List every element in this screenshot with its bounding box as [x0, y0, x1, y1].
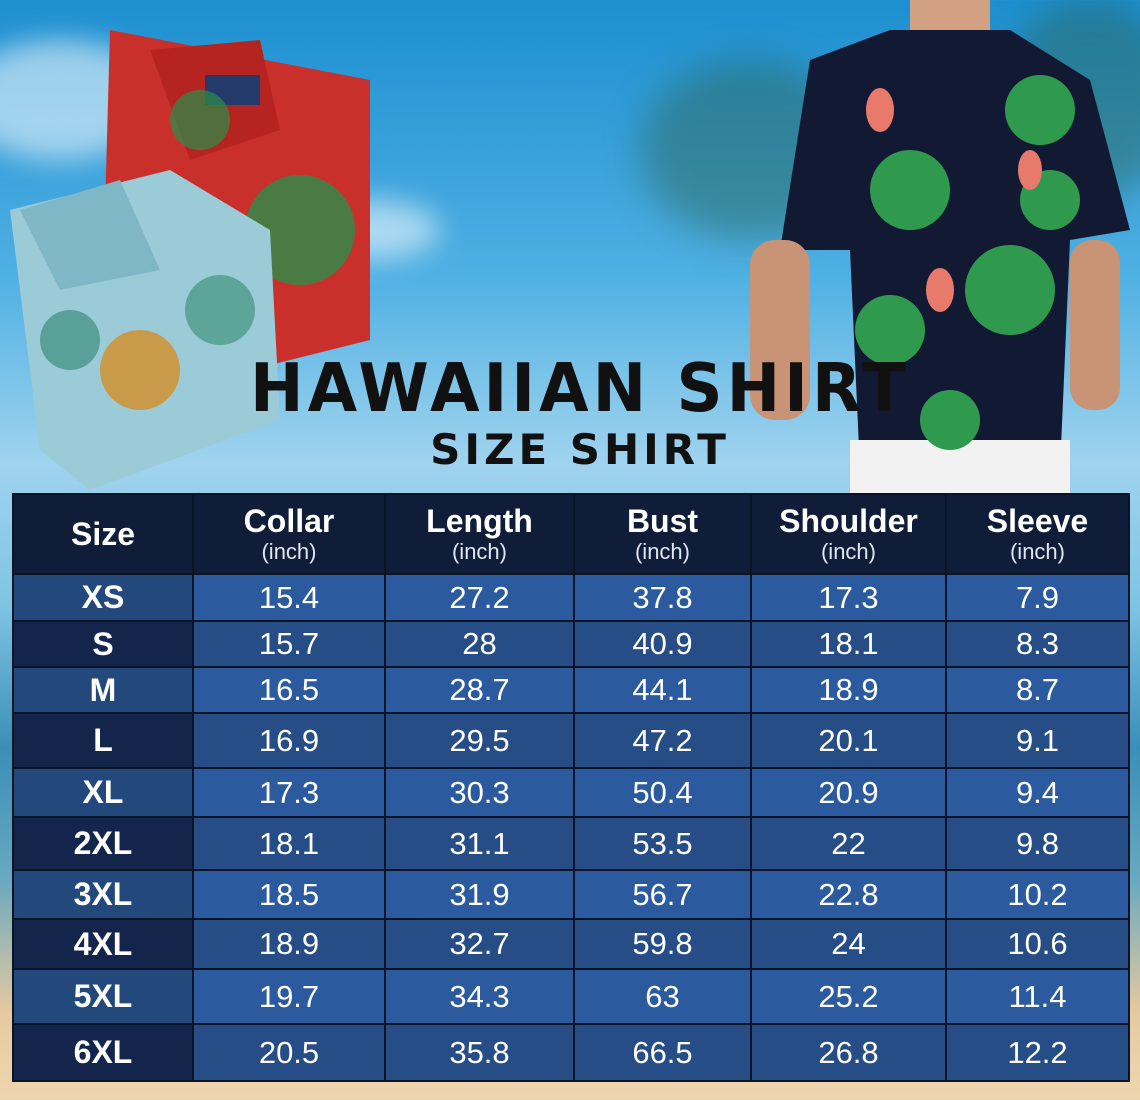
measurement-cell: 30.3 — [384, 767, 575, 818]
measurement-cell: 28.7 — [384, 666, 575, 714]
measurement-cell: 19.7 — [192, 968, 386, 1025]
column-header-shoulder: Shoulder (inch) — [750, 493, 947, 575]
measurement-cell: 16.5 — [192, 666, 386, 714]
measurement-cell: 15.4 — [192, 573, 386, 622]
column-header-bust: Bust (inch) — [573, 493, 752, 575]
measurement-cell: 56.7 — [573, 869, 752, 920]
measurement-cell: 63 — [573, 968, 752, 1025]
measurement-cell: 16.9 — [192, 712, 386, 769]
size-label: 4XL — [12, 918, 194, 970]
table-row: L 16.9 29.5 47.2 20.1 9.1 — [12, 712, 1130, 769]
measurement-cell: 9.8 — [945, 816, 1130, 871]
measurement-cell: 31.1 — [384, 816, 575, 871]
page-title: HAWAIIAN SHIRT — [250, 350, 910, 428]
measurement-cell: 17.3 — [192, 767, 386, 818]
measurement-cell: 17.3 — [750, 573, 947, 622]
measurement-cell: 18.5 — [192, 869, 386, 920]
measurement-cell: 18.1 — [750, 620, 947, 668]
measurement-cell: 22 — [750, 816, 947, 871]
column-unit: (inch) — [261, 539, 317, 564]
column-header-sleeve: Sleeve (inch) — [945, 493, 1130, 575]
measurement-cell: 25.2 — [750, 968, 947, 1025]
measurement-cell: 18.1 — [192, 816, 386, 871]
column-label: Sleeve — [986, 503, 1089, 539]
size-label: 6XL — [12, 1023, 194, 1082]
measurement-cell: 66.5 — [573, 1023, 752, 1082]
table-row: S 15.7 28 40.9 18.1 8.3 — [12, 620, 1130, 668]
table-row: 5XL 19.7 34.3 63 25.2 11.4 — [12, 968, 1130, 1025]
column-label: Bust — [626, 503, 699, 539]
size-label: L — [12, 712, 194, 769]
measurement-cell: 20.1 — [750, 712, 947, 769]
folded-shirts-image — [10, 30, 370, 490]
measurement-cell: 27.2 — [384, 573, 575, 622]
header-row: Size Collar (inch) Length (inch) Bust (inch) Sh… — [12, 493, 1130, 575]
table-row: 3XL 18.5 31.9 56.7 22.8 10.2 — [12, 869, 1130, 920]
measurement-cell: 50.4 — [573, 767, 752, 818]
measurement-cell: 15.7 — [192, 620, 386, 668]
column-header-size: Size — [12, 493, 194, 575]
column-header-length: Length (inch) — [384, 493, 575, 575]
column-unit: (inch) — [634, 539, 690, 564]
measurement-cell: 28 — [384, 620, 575, 668]
measurement-cell: 37.8 — [573, 573, 752, 622]
column-label: Length — [426, 503, 533, 539]
measurement-cell: 18.9 — [192, 918, 386, 970]
measurement-cell: 32.7 — [384, 918, 575, 970]
column-header-collar: Collar (inch) — [192, 493, 386, 575]
column-label: Shoulder — [779, 503, 918, 539]
size-label: XL — [12, 767, 194, 818]
measurement-cell: 8.7 — [945, 666, 1130, 714]
measurement-cell: 29.5 — [384, 712, 575, 769]
table-row: M 16.5 28.7 44.1 18.9 8.7 — [12, 666, 1130, 714]
page-subtitle: SIZE SHIRT — [430, 425, 730, 474]
measurement-cell: 59.8 — [573, 918, 752, 970]
measurement-cell: 7.9 — [945, 573, 1130, 622]
size-label: 3XL — [12, 869, 194, 920]
size-chart-table: Size Collar (inch) Length (inch) Bust (inch) Sh… — [12, 493, 1130, 1082]
column-unit: (inch) — [1009, 539, 1065, 564]
measurement-cell: 20.5 — [192, 1023, 386, 1082]
measurement-cell: 10.6 — [945, 918, 1130, 970]
column-label: Collar — [243, 503, 335, 539]
measurement-cell: 18.9 — [750, 666, 947, 714]
column-label: Size — [70, 516, 136, 552]
size-label: M — [12, 666, 194, 714]
measurement-cell: 8.3 — [945, 620, 1130, 668]
model-shirt-image — [750, 0, 1130, 495]
table-row: XS 15.4 27.2 37.8 17.3 7.9 — [12, 573, 1130, 622]
measurement-cell: 53.5 — [573, 816, 752, 871]
size-label: XS — [12, 573, 194, 622]
measurement-cell: 44.1 — [573, 666, 752, 714]
measurement-cell: 20.9 — [750, 767, 947, 818]
measurement-cell: 26.8 — [750, 1023, 947, 1082]
table-row: XL 17.3 30.3 50.4 20.9 9.4 — [12, 767, 1130, 818]
measurement-cell: 47.2 — [573, 712, 752, 769]
measurement-cell: 24 — [750, 918, 947, 970]
measurement-cell: 11.4 — [945, 968, 1130, 1025]
table-row: 4XL 18.9 32.7 59.8 24 10.6 — [12, 918, 1130, 970]
measurement-cell: 9.1 — [945, 712, 1130, 769]
measurement-cell: 34.3 — [384, 968, 575, 1025]
table-row: 2XL 18.1 31.1 53.5 22 9.8 — [12, 816, 1130, 871]
table-row: 6XL 20.5 35.8 66.5 26.8 12.2 — [12, 1023, 1130, 1082]
measurement-cell: 35.8 — [384, 1023, 575, 1082]
measurement-cell: 40.9 — [573, 620, 752, 668]
measurement-cell: 10.2 — [945, 869, 1130, 920]
size-label: 2XL — [12, 816, 194, 871]
column-unit: (inch) — [820, 539, 876, 564]
measurement-cell: 9.4 — [945, 767, 1130, 818]
column-unit: (inch) — [451, 539, 507, 564]
measurement-cell: 12.2 — [945, 1023, 1130, 1082]
size-label: 5XL — [12, 968, 194, 1025]
measurement-cell: 31.9 — [384, 869, 575, 920]
size-label: S — [12, 620, 194, 668]
measurement-cell: 22.8 — [750, 869, 947, 920]
